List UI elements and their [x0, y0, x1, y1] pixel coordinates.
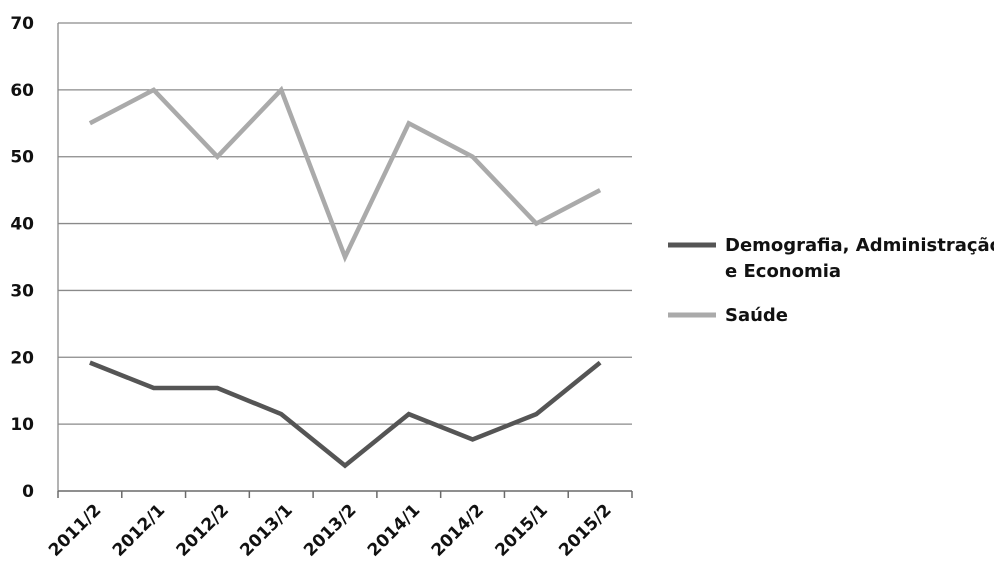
x-tick-label: 2013/1	[236, 500, 296, 560]
x-tick-label: 2012/1	[109, 500, 169, 560]
legend: Demografia, Administração e Economia Saúde	[668, 235, 994, 326]
x-tick-label: 2013/2	[300, 500, 360, 560]
y-tick-label: 20	[10, 348, 34, 368]
y-tick-label: 30	[10, 281, 34, 301]
y-axis-ticks: 0 10 20 30 40 50 60 70	[10, 14, 34, 502]
legend-label-0: e Economia	[725, 261, 841, 282]
y-tick-label: 10	[10, 415, 34, 435]
x-axis-ticks: 2011/2 2012/1 2012/2 2013/1 2013/2 2014/1 2014…	[45, 500, 616, 560]
x-tick-label: 2015/1	[492, 500, 552, 560]
y-tick-label: 50	[10, 148, 34, 168]
x-tick-label: 2015/2	[555, 500, 615, 560]
y-tick-label: 70	[10, 14, 34, 34]
x-tick-label: 2011/2	[45, 500, 105, 560]
series-line-0	[90, 363, 600, 466]
x-tick-label: 2012/2	[173, 500, 233, 560]
series-lines	[90, 90, 600, 466]
y-tick-label: 60	[10, 81, 34, 101]
legend-label-1: Saúde	[725, 305, 788, 326]
gridlines	[58, 23, 632, 424]
series-line-1	[90, 90, 600, 257]
x-tick-label: 2014/2	[428, 500, 488, 560]
x-tick-label: 2014/1	[364, 500, 424, 560]
y-tick-label: 40	[10, 215, 34, 235]
legend-label-0: Demografia, Administração	[725, 235, 994, 256]
y-tick-label: 0	[22, 482, 34, 502]
